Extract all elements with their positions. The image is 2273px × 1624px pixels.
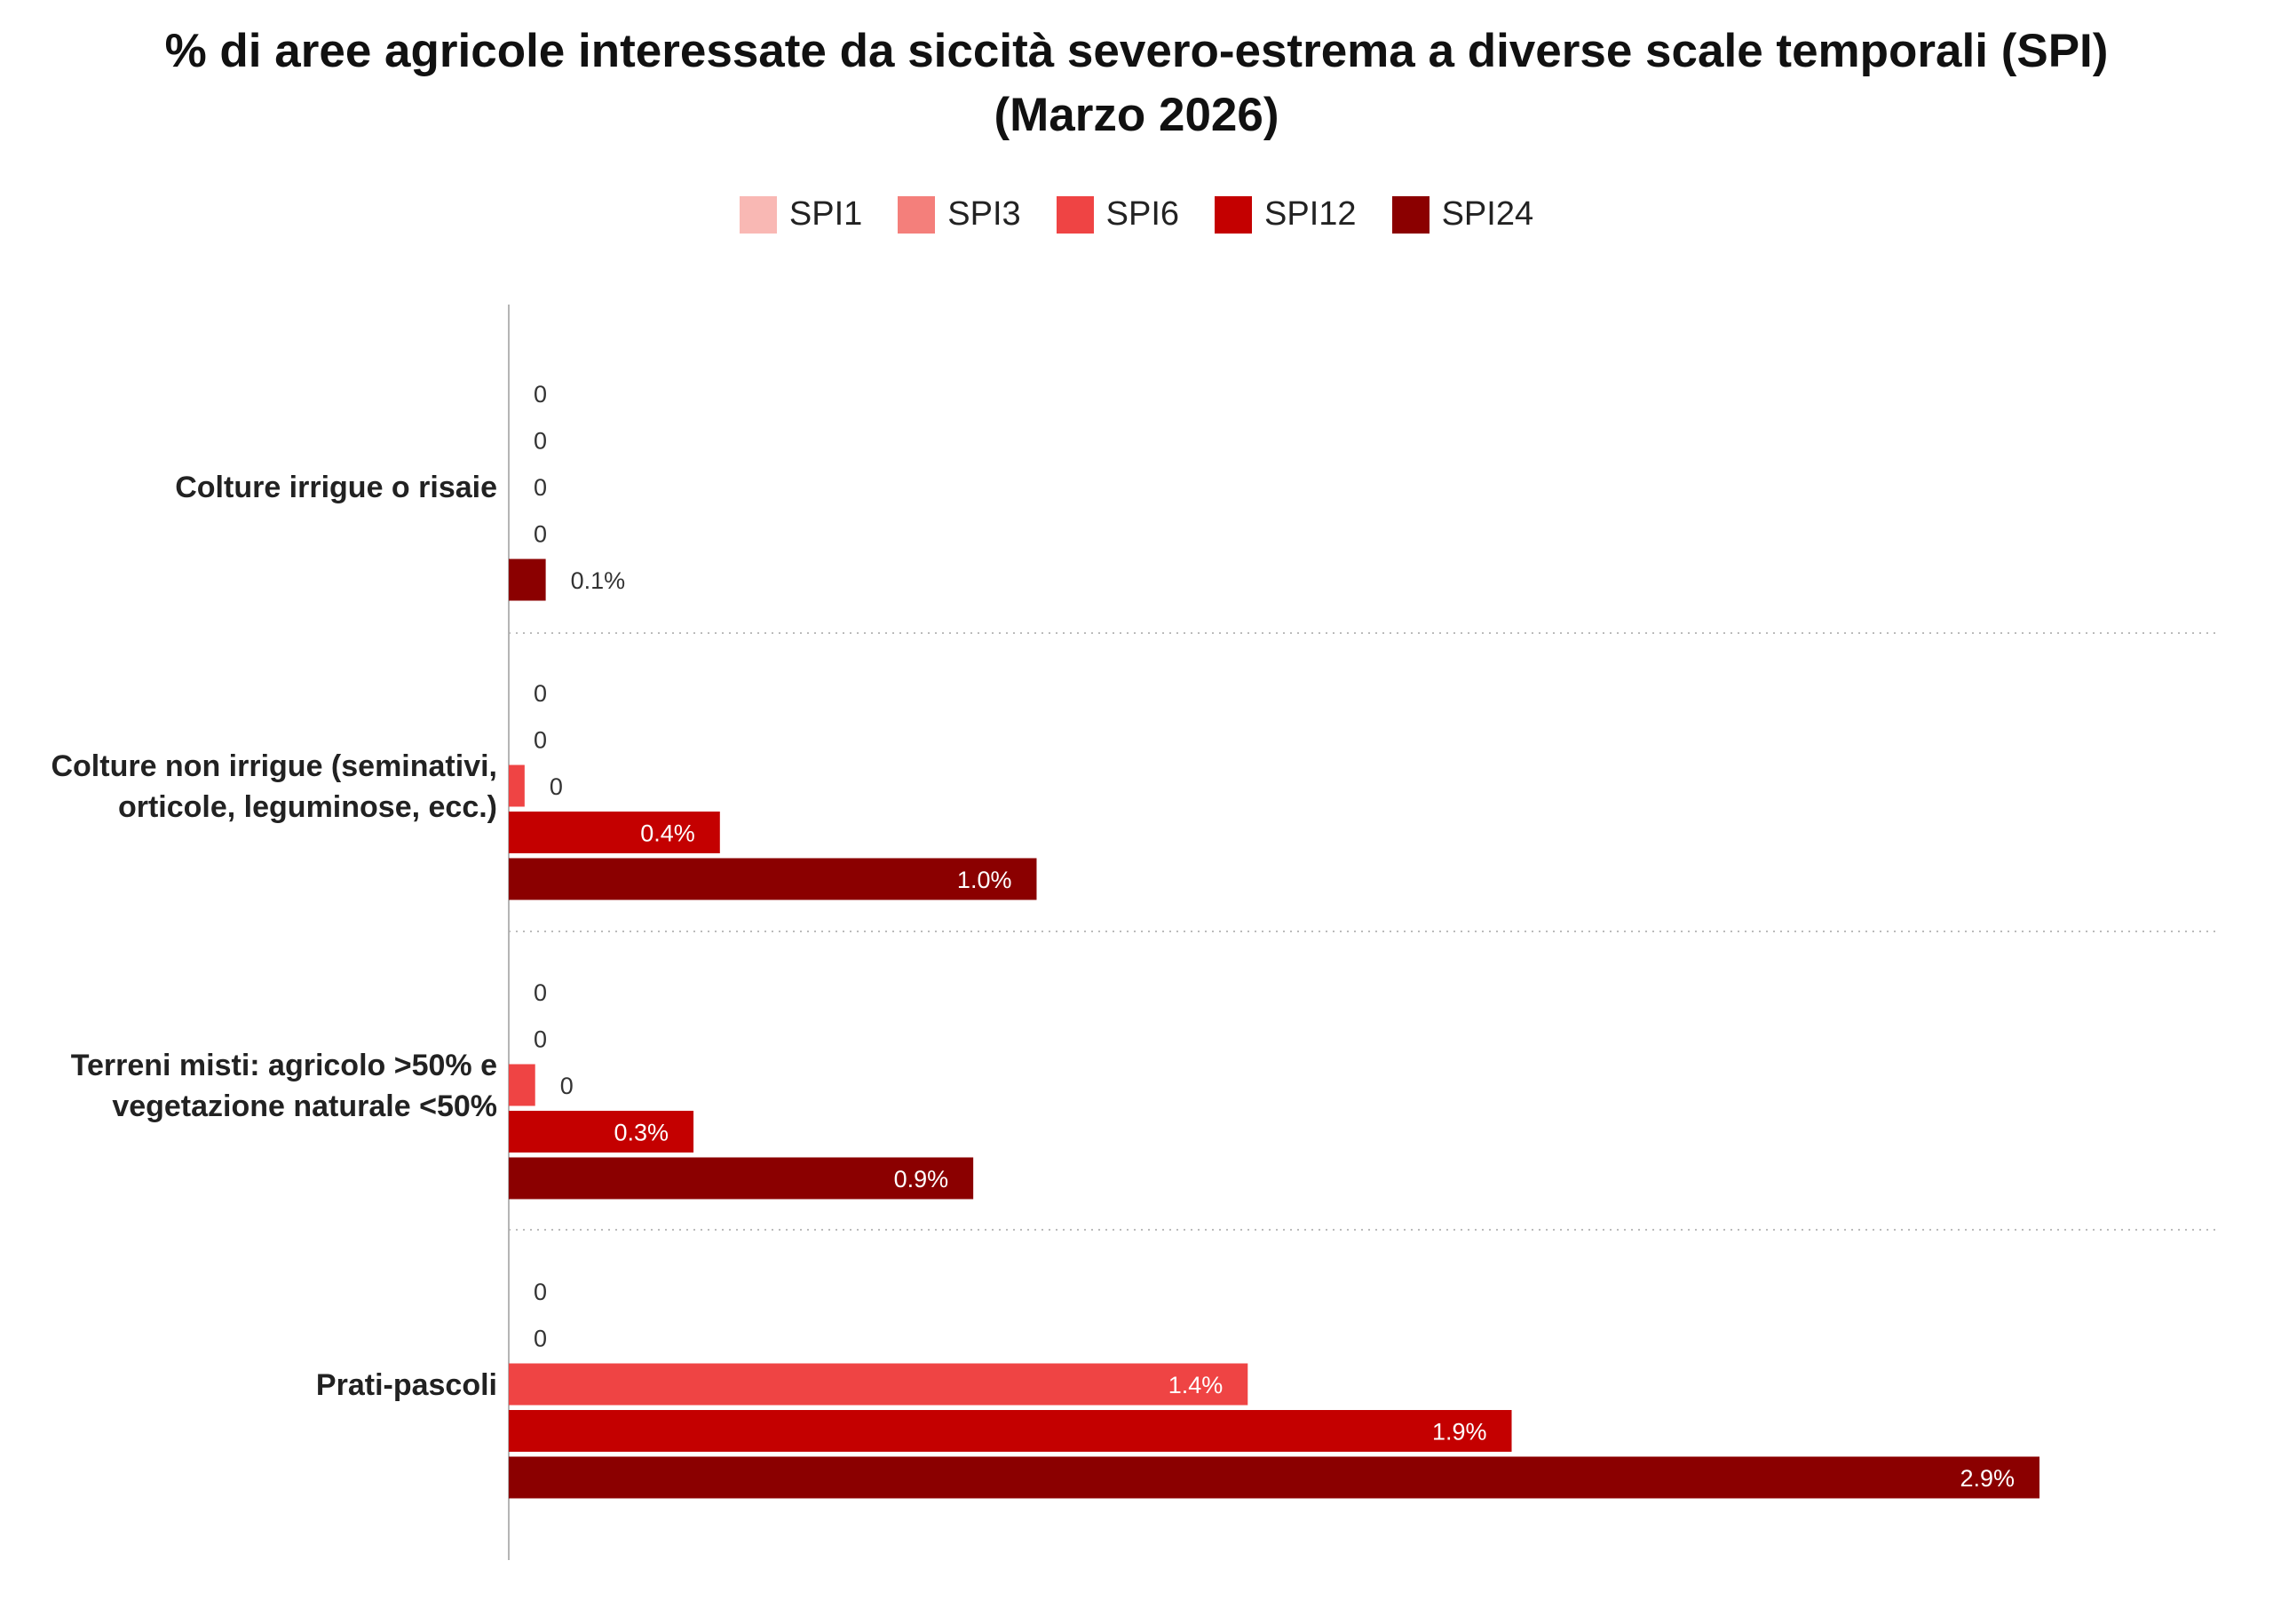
bar-spi24 — [509, 1157, 974, 1200]
title-subtitle: (Marzo 2026) — [994, 89, 1279, 141]
legend-item-spi12[interactable]: SPI12 — [1215, 195, 1357, 234]
bar-spi6 — [509, 1363, 1248, 1406]
data-label: 0 — [534, 428, 547, 455]
data-label: 0 — [560, 1073, 574, 1099]
legend-swatch — [898, 195, 936, 234]
bar-spi24 — [509, 1456, 2039, 1499]
data-label: 0 — [534, 1326, 547, 1352]
data-label: 0 — [534, 727, 547, 754]
data-label: 0 — [534, 979, 547, 1006]
legend-label: SPI6 — [1105, 195, 1180, 233]
bar-spi12 — [509, 1111, 694, 1153]
category-label-line: Prati-pascoli — [316, 1368, 497, 1402]
data-label: 0 — [534, 1279, 547, 1305]
title-main: % di aree agricole interessate da siccit… — [164, 25, 2109, 77]
legend-label: SPI1 — [788, 195, 863, 233]
chart-title: % di aree agricole interessate da siccit… — [0, 20, 2273, 147]
data-label: 2.9% — [1960, 1465, 2015, 1492]
category-label: Colture irrigue o risaie — [175, 471, 497, 504]
data-label: 0.9% — [894, 1166, 949, 1192]
category-label-line: Colture non irrigue (seminativi, — [51, 749, 497, 783]
category-label-line: vegetazione naturale <50% — [112, 1089, 497, 1123]
data-label: 1.9% — [1432, 1419, 1487, 1446]
category-label: Prati-pascoli — [316, 1368, 497, 1402]
data-label: 0 — [534, 680, 547, 707]
legend-item-spi3[interactable]: SPI3 — [898, 195, 1021, 234]
data-label: 0 — [534, 381, 547, 408]
bar-spi12 — [509, 812, 720, 853]
data-label: 0 — [534, 521, 547, 548]
bar-spi6 — [509, 764, 525, 807]
data-label: 1.0% — [957, 867, 1012, 893]
legend-label: SPI3 — [947, 195, 1021, 233]
category-label: Terreni misti: agricolo >50% e vegetazion… — [71, 1049, 497, 1123]
bar-spi24 — [509, 558, 546, 601]
legend: SPI1 SPI3 SPI6 SPI12 SPI24 — [0, 195, 2273, 234]
data-label: 0 — [534, 1026, 547, 1053]
bar-spi6 — [509, 1064, 535, 1106]
legend-swatch — [1391, 195, 1430, 234]
category-label-line: Terreni misti: agricolo >50% e — [71, 1049, 497, 1082]
data-label: 0 — [550, 773, 563, 800]
legend-swatch — [1056, 195, 1094, 234]
data-label: 0.3% — [614, 1120, 669, 1146]
data-label: 0.4% — [640, 820, 695, 847]
bar-spi24 — [509, 858, 1037, 900]
data-label: 1.4% — [1168, 1372, 1224, 1398]
legend-item-spi24[interactable]: SPI24 — [1391, 195, 1534, 234]
legend-label: SPI12 — [1264, 195, 1357, 233]
data-label: 0 — [534, 474, 547, 501]
data-label: 0.1% — [571, 567, 626, 594]
legend-item-spi1[interactable]: SPI1 — [739, 195, 863, 234]
category-label-line: orticole, leguminose, ecc.) — [118, 790, 497, 824]
legend-label: SPI24 — [1441, 195, 1534, 233]
legend-swatch — [739, 195, 777, 234]
legend-item-spi6[interactable]: SPI6 — [1056, 195, 1180, 234]
bar-spi12 — [509, 1410, 1512, 1452]
category-label: Colture non irrigue (seminativi, orticole… — [51, 749, 497, 824]
category-label-line: Colture irrigue o risaie — [175, 471, 497, 504]
legend-swatch — [1215, 195, 1253, 234]
